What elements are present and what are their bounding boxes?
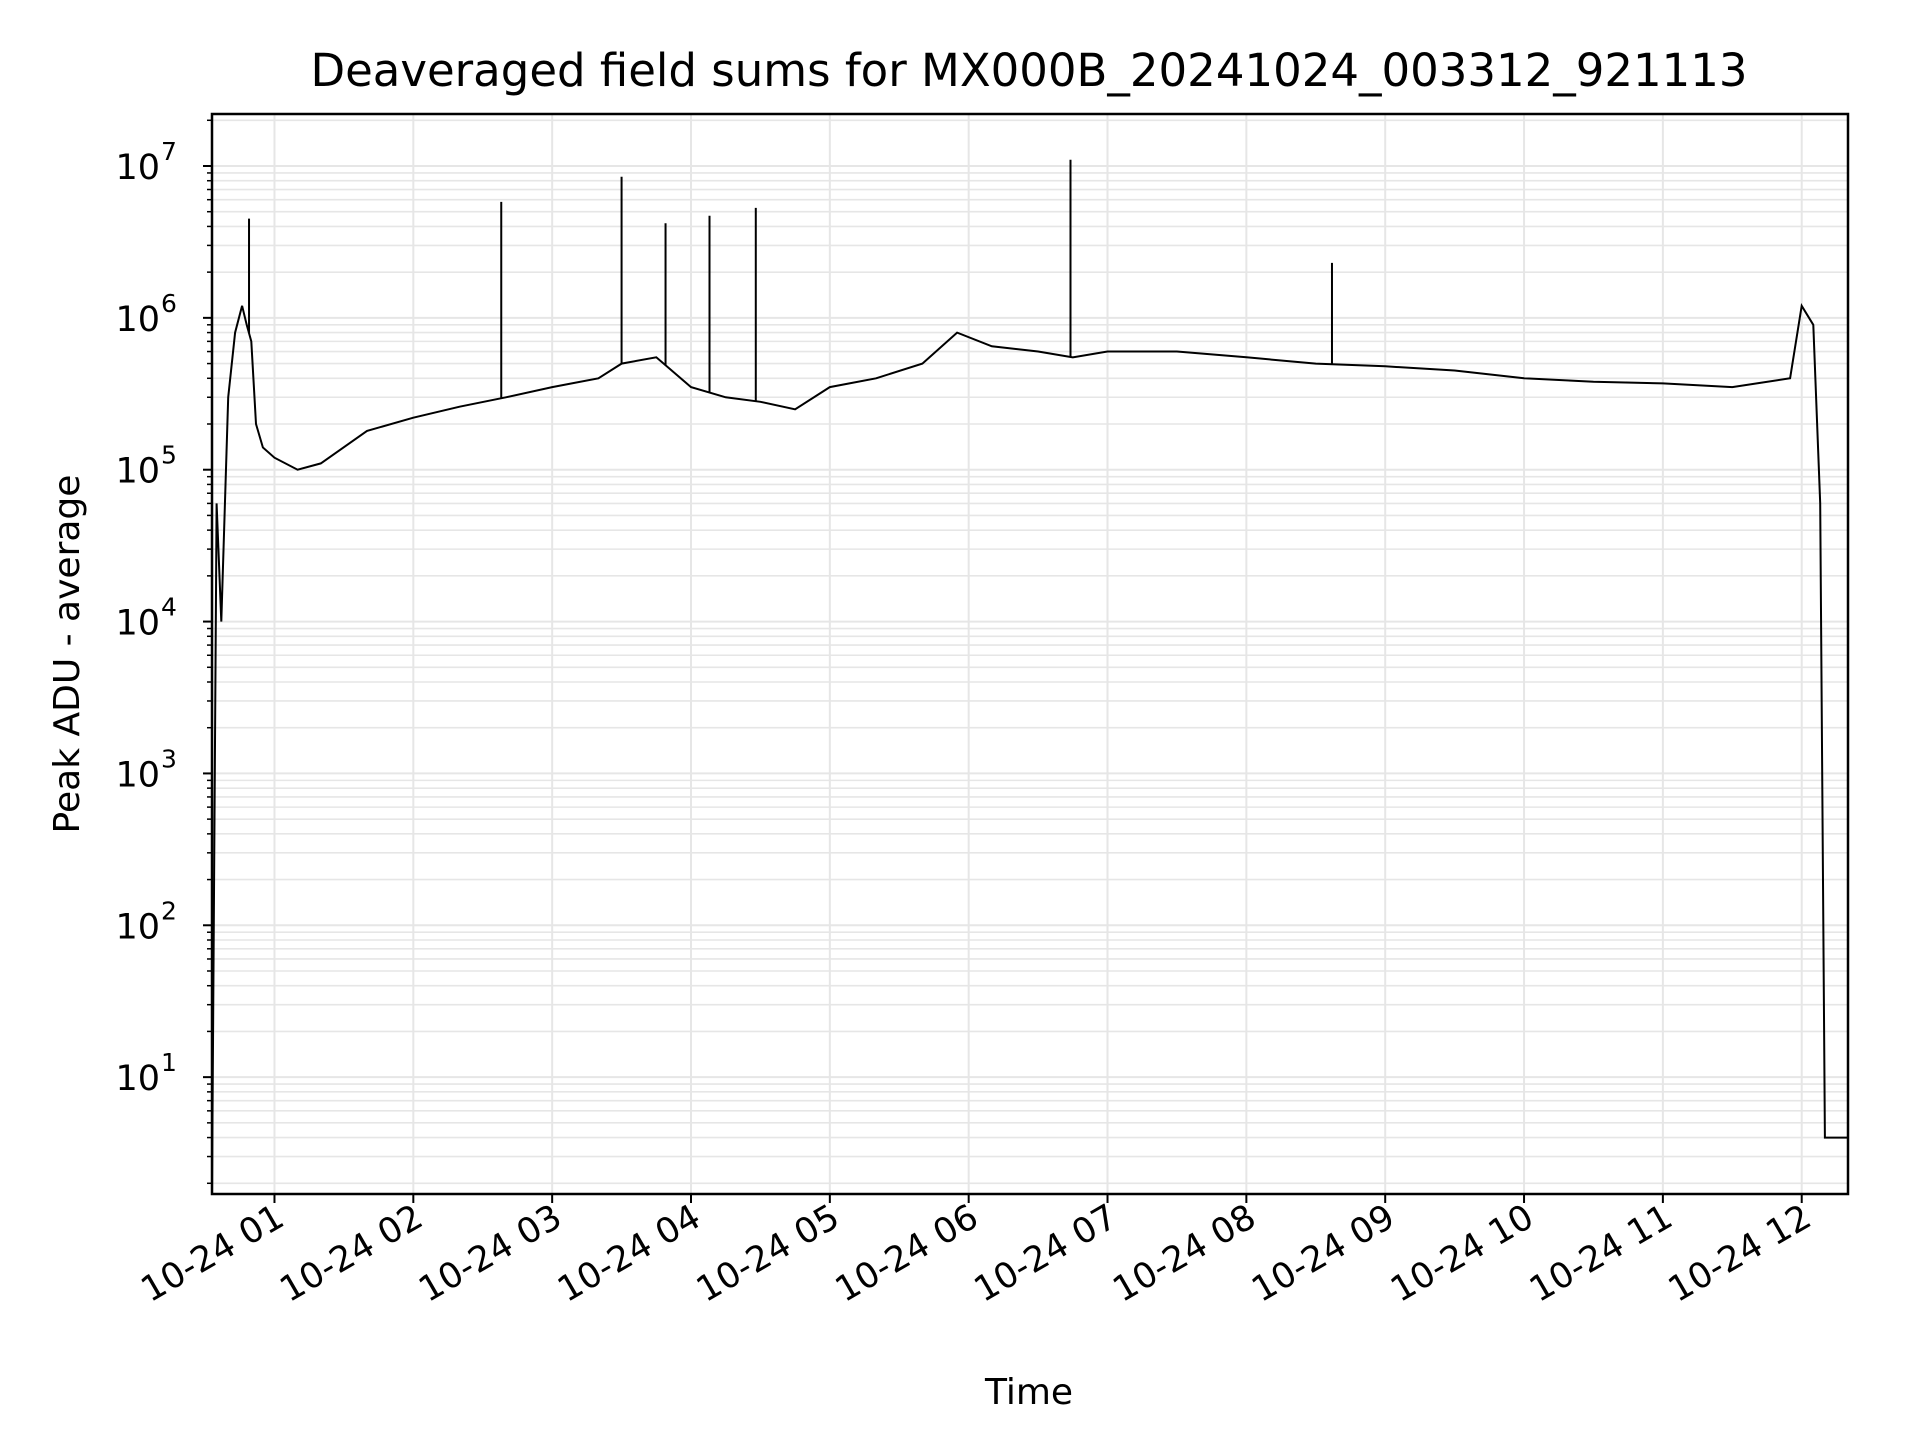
grid-lines: [212, 114, 1848, 1194]
y-tick-exponent: 2: [161, 896, 177, 925]
y-tick-label: 10 3: [115, 744, 176, 795]
chart-title: Deaveraged field sums for MX000B_2024102…: [310, 44, 1747, 97]
y-tick-label: 10 7: [115, 137, 176, 188]
y-tick-base: 10: [115, 148, 160, 188]
series-trend-line: [211, 302, 1848, 1195]
y-tick-base: 10: [115, 452, 160, 492]
y-tick-base: 10: [115, 755, 160, 795]
y-tick-label: 10 1: [115, 1048, 176, 1099]
plot-frame: [210, 112, 1850, 1196]
y-axis-label: Peak ADU - average: [47, 475, 88, 834]
y-tick-exponent: 5: [161, 441, 177, 470]
y-tick-base: 10: [115, 300, 160, 340]
y-tick-base: 10: [115, 604, 160, 644]
y-tick-label: 10 4: [115, 593, 176, 644]
y-tick-exponent: 3: [161, 744, 177, 773]
y-tick-exponent: 1: [161, 1048, 177, 1077]
x-axis-label: Time: [984, 1372, 1073, 1413]
y-tick-label: 10 5: [115, 441, 176, 492]
y-tick-exponent: 4: [161, 593, 177, 622]
series-line: [211, 159, 1848, 1195]
y-tick-base: 10: [115, 907, 160, 947]
y-tick-base: 10: [115, 1059, 160, 1099]
y-tick-exponent: 7: [161, 137, 177, 166]
y-tick-label: 10 2: [115, 896, 176, 947]
y-tick-label: 10 6: [115, 289, 176, 340]
y-tick-exponent: 6: [161, 289, 177, 318]
